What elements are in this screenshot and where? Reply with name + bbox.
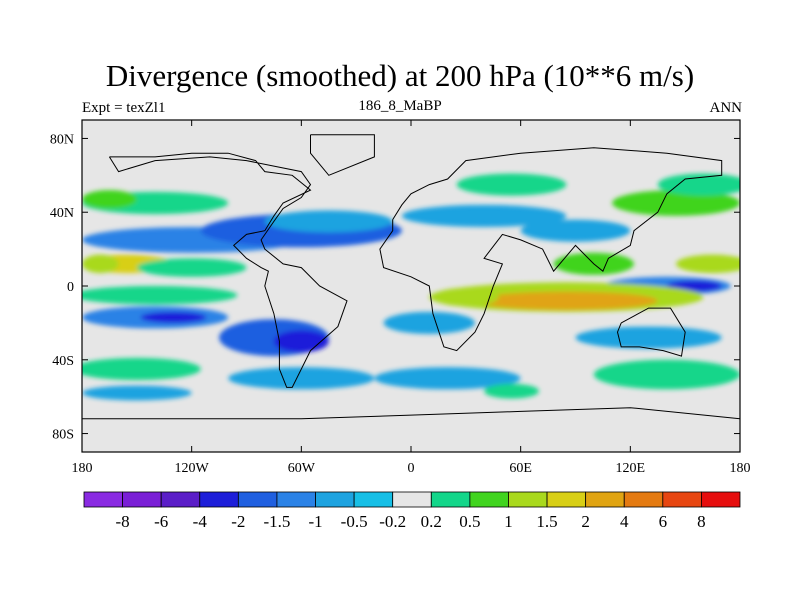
field-contour-27 <box>82 357 201 381</box>
colorbar-swatch <box>199 491 239 508</box>
colorbar-label: 1.5 <box>536 512 557 531</box>
colorbar-label: 2 <box>581 512 590 531</box>
colorbar-swatch <box>276 491 316 508</box>
y-tick-label: 0 <box>67 280 74 295</box>
season-label: ANN <box>709 100 743 116</box>
colorbar-label: 0.2 <box>421 512 442 531</box>
colorbar-swatch <box>122 491 162 508</box>
coastline-4 <box>82 407 740 420</box>
field-contour-25 <box>383 311 475 334</box>
field-contour-12 <box>136 258 247 277</box>
colorbar-label: -1.5 <box>263 512 290 531</box>
colorbar-swatch <box>508 491 548 508</box>
colorbar-swatch <box>469 491 509 508</box>
coastline-3 <box>310 134 375 176</box>
field-contour-11 <box>82 254 119 274</box>
colorbar-label: -0.5 <box>341 512 368 531</box>
x-tick-label: 180 <box>730 461 751 476</box>
field-contour-3 <box>401 204 567 227</box>
field-contour-9 <box>456 173 567 196</box>
colorbar-label: -1 <box>308 512 322 531</box>
case-label: 186_8_MaBP <box>358 98 442 114</box>
field-contour-15 <box>82 286 238 305</box>
field-contour-32 <box>484 383 539 399</box>
field-contour-31 <box>82 385 192 401</box>
colorbar-swatch <box>662 491 702 508</box>
colorbar-label: 0.5 <box>459 512 480 531</box>
x-tick-label: 120W <box>175 461 210 476</box>
colorbar-label: -0.2 <box>379 512 406 531</box>
coastline-1 <box>379 147 723 352</box>
colorbar-swatch <box>392 491 432 508</box>
x-tick-label: 60E <box>509 461 532 476</box>
colorbar-label: -4 <box>193 512 208 531</box>
field-contour-26 <box>575 326 722 349</box>
x-tick-label: 120E <box>616 461 646 476</box>
colorbar-label: -2 <box>231 512 245 531</box>
colorbar-swatch <box>160 491 201 508</box>
field-contour-20 <box>432 287 499 307</box>
colorbar-swatch <box>701 491 741 508</box>
colorbar-swatch <box>546 491 587 508</box>
colorbar-label: 8 <box>697 512 706 531</box>
y-tick-label: 40N <box>50 206 74 221</box>
colorbar-swatch <box>585 491 625 508</box>
x-tick-label: 0 <box>408 461 415 476</box>
colorbar-swatch <box>237 491 278 508</box>
colorbar-swatch <box>353 491 394 508</box>
colorbar-label: 4 <box>620 512 629 531</box>
y-tick-label: 80N <box>50 132 74 147</box>
colorbar-label: -8 <box>116 512 130 531</box>
y-tick-label: 40S <box>52 354 74 369</box>
field-contour-30 <box>374 367 521 390</box>
colorbar-label: 6 <box>659 512 668 531</box>
colorbar-swatch <box>623 491 664 508</box>
field-contour-22 <box>140 311 207 323</box>
field-contour-8 <box>657 173 740 196</box>
field-contour-6 <box>82 190 137 209</box>
colorbar-label: -6 <box>154 512 168 531</box>
field-contour-7 <box>612 190 740 216</box>
y-tick-label: 80S <box>52 428 74 443</box>
field-contour-29 <box>228 367 375 390</box>
x-tick-label: 60W <box>288 461 316 476</box>
experiment-label: Expt = texZl1 <box>82 100 166 116</box>
field-contour-14 <box>676 254 740 274</box>
colorbar-swatch <box>315 491 355 508</box>
field-contour-4 <box>520 219 631 242</box>
coastline-2 <box>616 307 686 357</box>
colorbar-swatch <box>430 491 471 508</box>
coastline-0 <box>108 152 348 388</box>
colorbar-swatch <box>83 491 123 508</box>
field-contour-28 <box>593 359 740 390</box>
x-tick-label: 180 <box>72 461 93 476</box>
field-contour-17 <box>666 280 722 292</box>
field-contour-2 <box>264 210 393 233</box>
field-contour-19 <box>474 291 658 310</box>
chart-title: Divergence (smoothed) at 200 hPa (10**6 … <box>105 58 695 93</box>
colorbar-label: 1 <box>504 512 513 531</box>
